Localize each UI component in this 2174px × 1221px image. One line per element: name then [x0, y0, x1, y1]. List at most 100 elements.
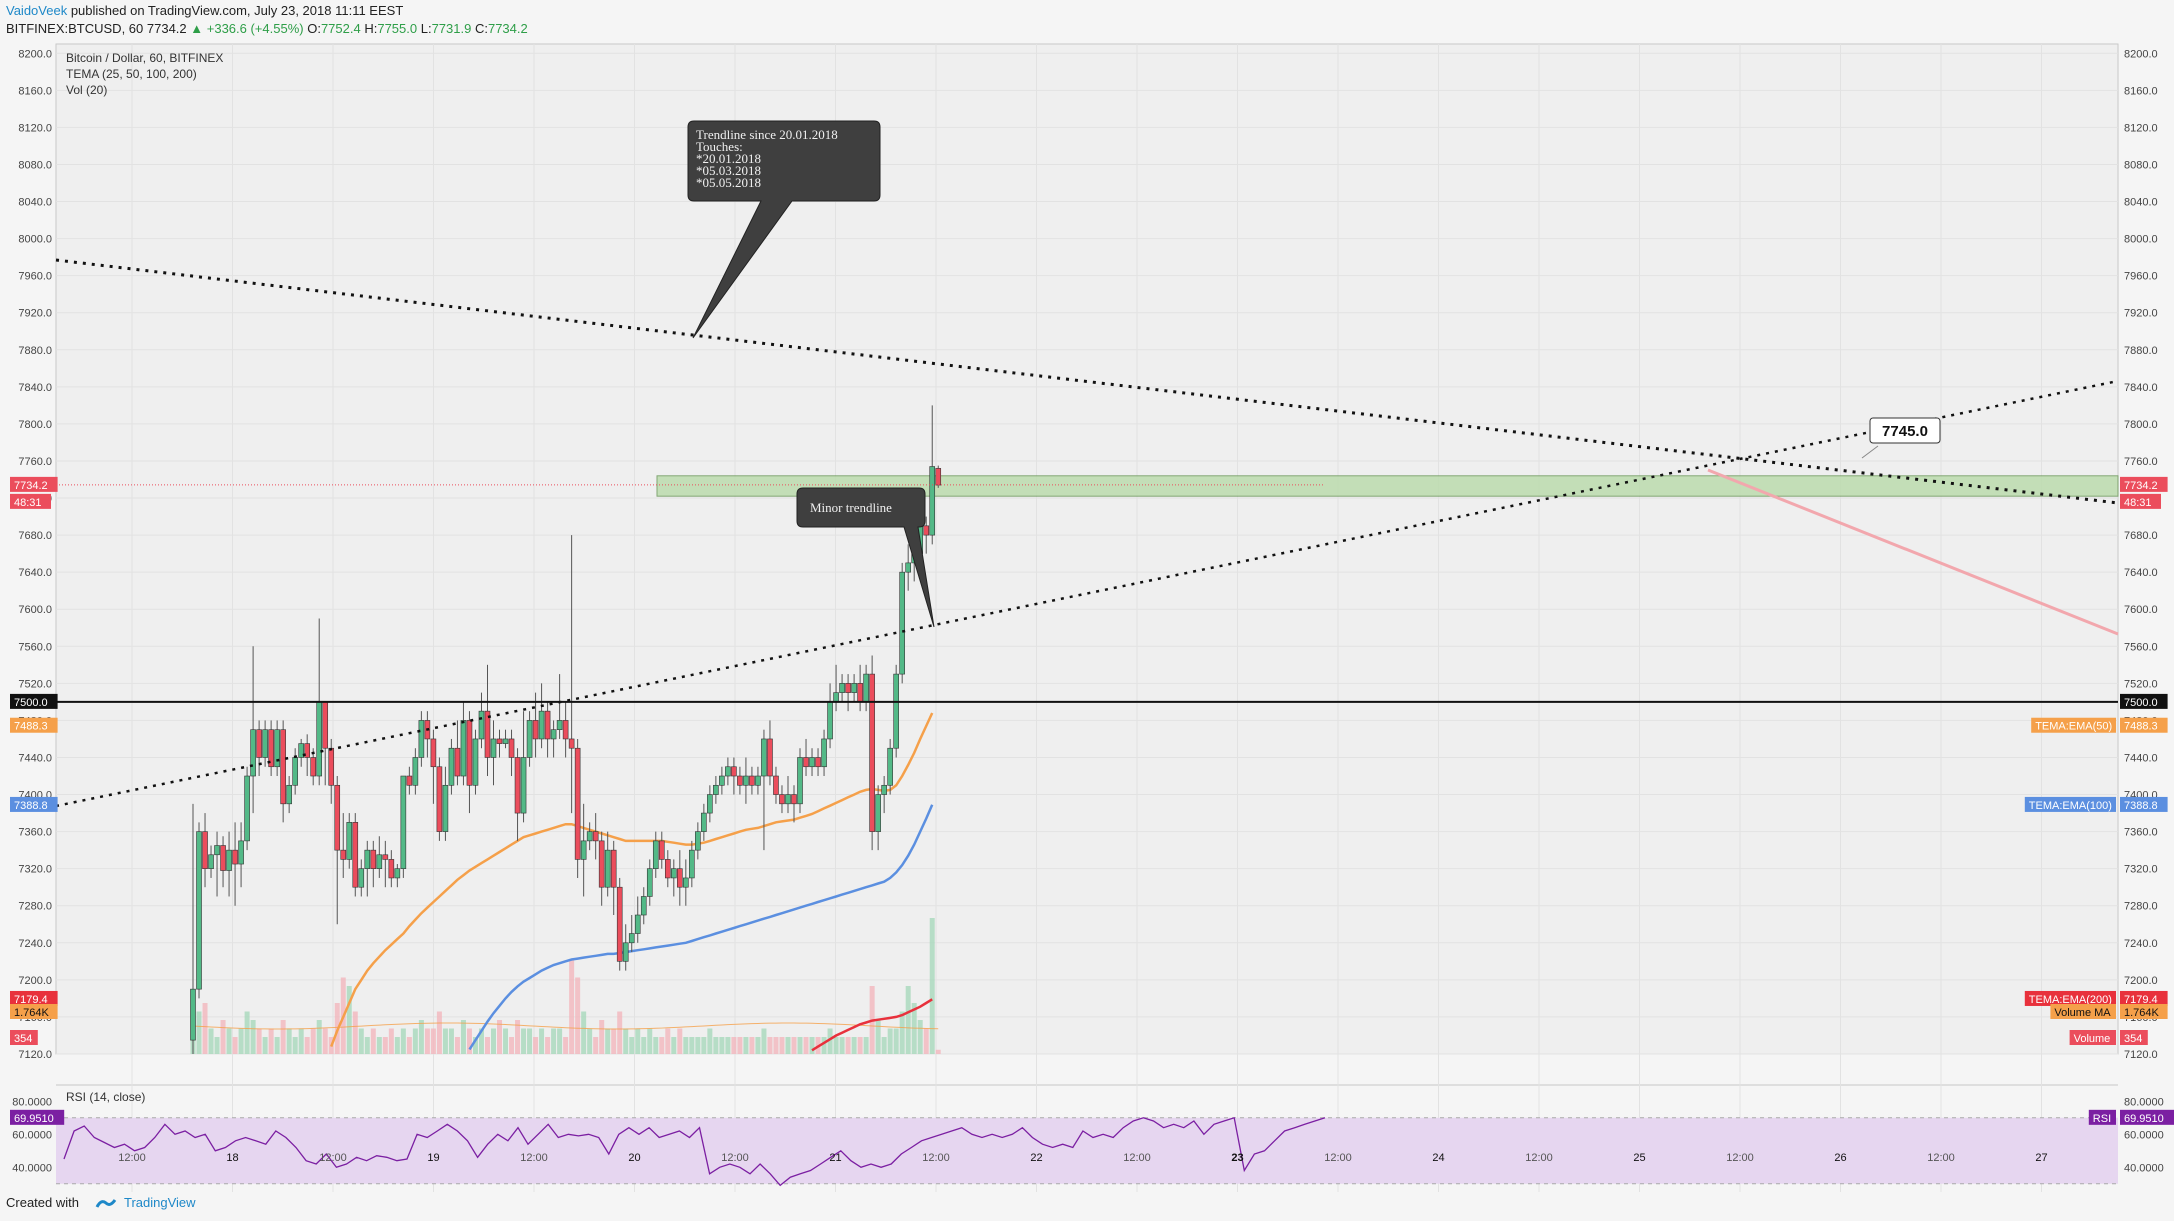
close-label: C: [474, 21, 488, 36]
tag-countdown-right-bg [2120, 493, 2161, 509]
price-tick-left: 7840.0 [18, 382, 52, 394]
volume-bar [689, 1037, 695, 1054]
publish-text: published on TradingView.com, July 23, 2… [70, 3, 404, 18]
volume-bar [905, 986, 911, 1054]
tag-ema50-left-text: 7488.3 [14, 721, 48, 733]
tag-countdown-left-bg [10, 493, 51, 509]
tag-vol-left-text: 354 [14, 1033, 32, 1045]
volume-bar [707, 1028, 713, 1054]
candle-body [899, 571, 905, 675]
volume-bar [659, 1037, 665, 1054]
volume-bar [749, 1037, 755, 1054]
candle-body [334, 784, 341, 851]
tag-current-left-bg [10, 476, 58, 492]
callout-line-2: Touches: [696, 139, 743, 154]
trendlines [55, 258, 2119, 808]
candle-body [460, 720, 467, 777]
candle-body [268, 729, 274, 768]
candle-body [406, 775, 413, 786]
high-label: H: [364, 21, 378, 36]
candle-body [725, 766, 731, 777]
candle-body [761, 738, 767, 777]
volume-bar [472, 1037, 478, 1054]
price-tick-right: 7600.0 [2124, 604, 2158, 616]
volume-bar [448, 1028, 454, 1054]
candle-body [640, 896, 647, 916]
price-tick-left: 7520.0 [18, 678, 52, 690]
candle-body [628, 933, 635, 944]
candle-body [851, 683, 857, 693]
time-tick: 20 [628, 1152, 640, 1164]
volume-bar [376, 1037, 382, 1054]
price-tick-right: 8080.0 [2124, 159, 2158, 171]
tradingview-brand-link[interactable]: TradingView [124, 1195, 196, 1210]
candle-body [670, 868, 677, 879]
tradingview-logo-icon [95, 1198, 116, 1208]
price-tick-right: 8120.0 [2124, 122, 2158, 134]
tag-ema50-right-text: 7488.3 [2124, 721, 2158, 733]
volume-bar [394, 1037, 400, 1054]
trendline-callout[interactable]: Trendline since 20.01.2018 Touches: *20.… [687, 120, 881, 339]
grid [56, 44, 2118, 1192]
volume-bar [382, 1037, 388, 1054]
volume-bar [803, 1037, 809, 1054]
candle-body [779, 794, 785, 805]
volume-bar [484, 1037, 490, 1054]
price-tick-right: 7640.0 [2124, 567, 2158, 579]
candle-body [562, 720, 569, 740]
volume-bar [220, 1020, 226, 1054]
rsi-tick-right: 80.0000 [2124, 1096, 2164, 1108]
tag-rsi-right-bg [2120, 1109, 2174, 1125]
volume-bar [280, 1020, 286, 1054]
price-chart[interactable]: RSI (14, close) 80.0000 80.0000 60.0000 60.0… [0, 42, 2174, 1192]
price-tick-left: 8040.0 [18, 197, 52, 209]
price-tick-right: 7560.0 [2124, 641, 2158, 653]
label-ema100-text: TEMA:EMA(100) [2029, 800, 2112, 812]
price-tick-left: 7280.0 [18, 901, 52, 913]
price-tick-right: 7240.0 [2124, 938, 2158, 950]
candle-body [466, 720, 473, 786]
volume-bar [641, 1037, 647, 1054]
legend-symbol: Bitcoin / Dollar, 60, BITFINEX [66, 51, 223, 65]
rsi-tick-left: 60.0000 [12, 1129, 52, 1141]
volume-bar [226, 1028, 232, 1054]
volume-bar [412, 1028, 418, 1054]
candle-body [749, 775, 755, 786]
legend: Bitcoin / Dollar, 60, BITFINEX TEMA (25,… [66, 51, 223, 97]
candle-body [496, 738, 503, 744]
volume-bar [623, 1028, 629, 1054]
volume-bar [545, 1037, 551, 1054]
candle-body [208, 854, 214, 869]
candle-body [923, 525, 930, 536]
candle-body [322, 701, 329, 749]
price-change: ▲ +336.6 (+4.55%) [190, 21, 304, 36]
volume-bar [352, 1011, 358, 1054]
ma-line-temaema200 [811, 998, 933, 1052]
candle-body [394, 868, 401, 879]
volume-bar [310, 1028, 316, 1054]
volume-bar [929, 918, 935, 1054]
volume-bar [791, 1037, 797, 1054]
callout-line-5: *05.05.2018 [696, 175, 761, 190]
candle-body [202, 831, 208, 869]
candle-body [737, 775, 743, 786]
candle-body [893, 673, 899, 749]
candle-body [298, 743, 304, 758]
volume-bar [370, 1028, 376, 1054]
minor-trendline-callout[interactable]: Minor trendline [796, 487, 935, 628]
moving-averages [330, 712, 934, 1052]
volume-bar [605, 1028, 611, 1054]
author-link[interactable]: VaidoVeek [6, 3, 68, 18]
callout-line-3: *20.01.2018 [696, 151, 761, 166]
tag-ema100-left-text: 7388.8 [14, 800, 48, 812]
volume-bar [599, 1020, 605, 1054]
volume-bar [881, 1037, 887, 1054]
label-ema50-bg [2031, 717, 2116, 733]
price-label-callout[interactable]: 7745.0 [1861, 417, 1941, 459]
ma-line-temaema100 [468, 804, 934, 1051]
tag-countdown-left-text: 48:31 [14, 497, 42, 509]
candle-body [370, 849, 377, 869]
time-tick: 18 [226, 1152, 238, 1164]
tag-level-right-text: 7500.0 [2124, 697, 2158, 709]
volume-bar [767, 1037, 773, 1054]
